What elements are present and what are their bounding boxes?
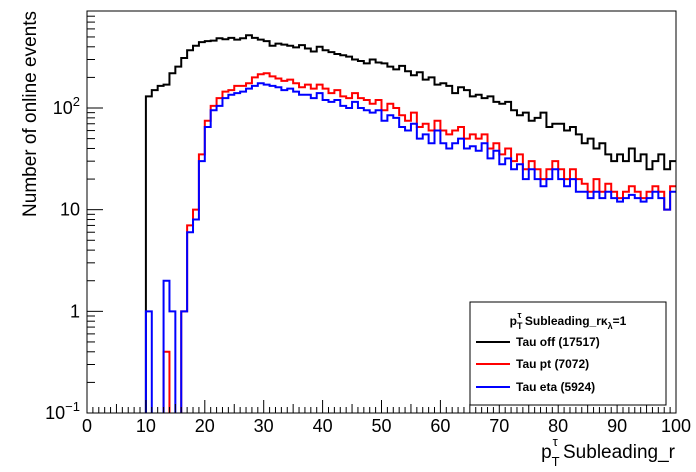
y-axis-ticks bbox=[87, 10, 103, 414]
x-tick-label: 20 bbox=[195, 416, 215, 436]
y-tick-label: 102 bbox=[53, 94, 80, 118]
x-tick-label: 40 bbox=[313, 416, 333, 436]
x-tick-label: 30 bbox=[254, 416, 274, 436]
x-tick-label: 80 bbox=[548, 416, 568, 436]
series-line-tau-pt bbox=[162, 72, 676, 413]
x-axis-title: pTτ Subleading_r bbox=[541, 434, 676, 469]
legend-header-lambda: λ bbox=[608, 321, 613, 331]
x-tick-label: 50 bbox=[371, 416, 391, 436]
legend-label-tau-pt: Tau pt (7072) bbox=[516, 357, 589, 371]
x-tick-label: 10 bbox=[136, 416, 156, 436]
x-tick-label: 0 bbox=[82, 416, 92, 436]
x-axis-tick-labels: 0 10 20 30 40 50 60 70 80 90 100 bbox=[82, 416, 691, 436]
legend-header-sup: τ bbox=[518, 310, 522, 320]
legend-header-tail: =1 bbox=[613, 314, 627, 328]
legend-header-mid: Subleading_r bbox=[522, 314, 602, 328]
legend: pTτ Subleading_rκλ=1 Tau off (17517) Tau… bbox=[469, 301, 667, 406]
x-tick-label: 90 bbox=[607, 416, 627, 436]
y-tick-label: 10−1 bbox=[45, 399, 80, 423]
x-axis-title-sub: T bbox=[552, 454, 560, 469]
legend-label-tau-off: Tau off (17517) bbox=[516, 335, 600, 349]
y-axis-title: Number of online events bbox=[20, 11, 41, 217]
legend-header-sub: T bbox=[517, 321, 523, 331]
x-axis-title-base: p bbox=[541, 442, 552, 463]
y-axis-tick-labels: 10−1 1 10 102 bbox=[45, 94, 80, 423]
x-tick-label: 100 bbox=[661, 416, 691, 436]
y-tick-label: 1 bbox=[70, 301, 80, 321]
x-tick-label: 70 bbox=[489, 416, 509, 436]
legend-header: pTτ Subleading_rκλ=1 bbox=[510, 310, 627, 331]
legend-header-base: p bbox=[510, 314, 517, 328]
y-tick-label: 10 bbox=[60, 200, 80, 220]
x-tick-label: 60 bbox=[430, 416, 450, 436]
x-axis-title-sup: τ bbox=[553, 434, 559, 449]
legend-header-kappa: κ bbox=[601, 314, 608, 328]
series-line-tau-eta bbox=[144, 82, 676, 413]
x-axis-ticks bbox=[86, 400, 677, 413]
legend-label-tau-eta: Tau eta (5924) bbox=[516, 380, 595, 394]
x-axis-title-rest: Subleading_r bbox=[558, 442, 676, 463]
series-layer bbox=[144, 34, 676, 413]
series-line-tau-off bbox=[144, 34, 676, 413]
